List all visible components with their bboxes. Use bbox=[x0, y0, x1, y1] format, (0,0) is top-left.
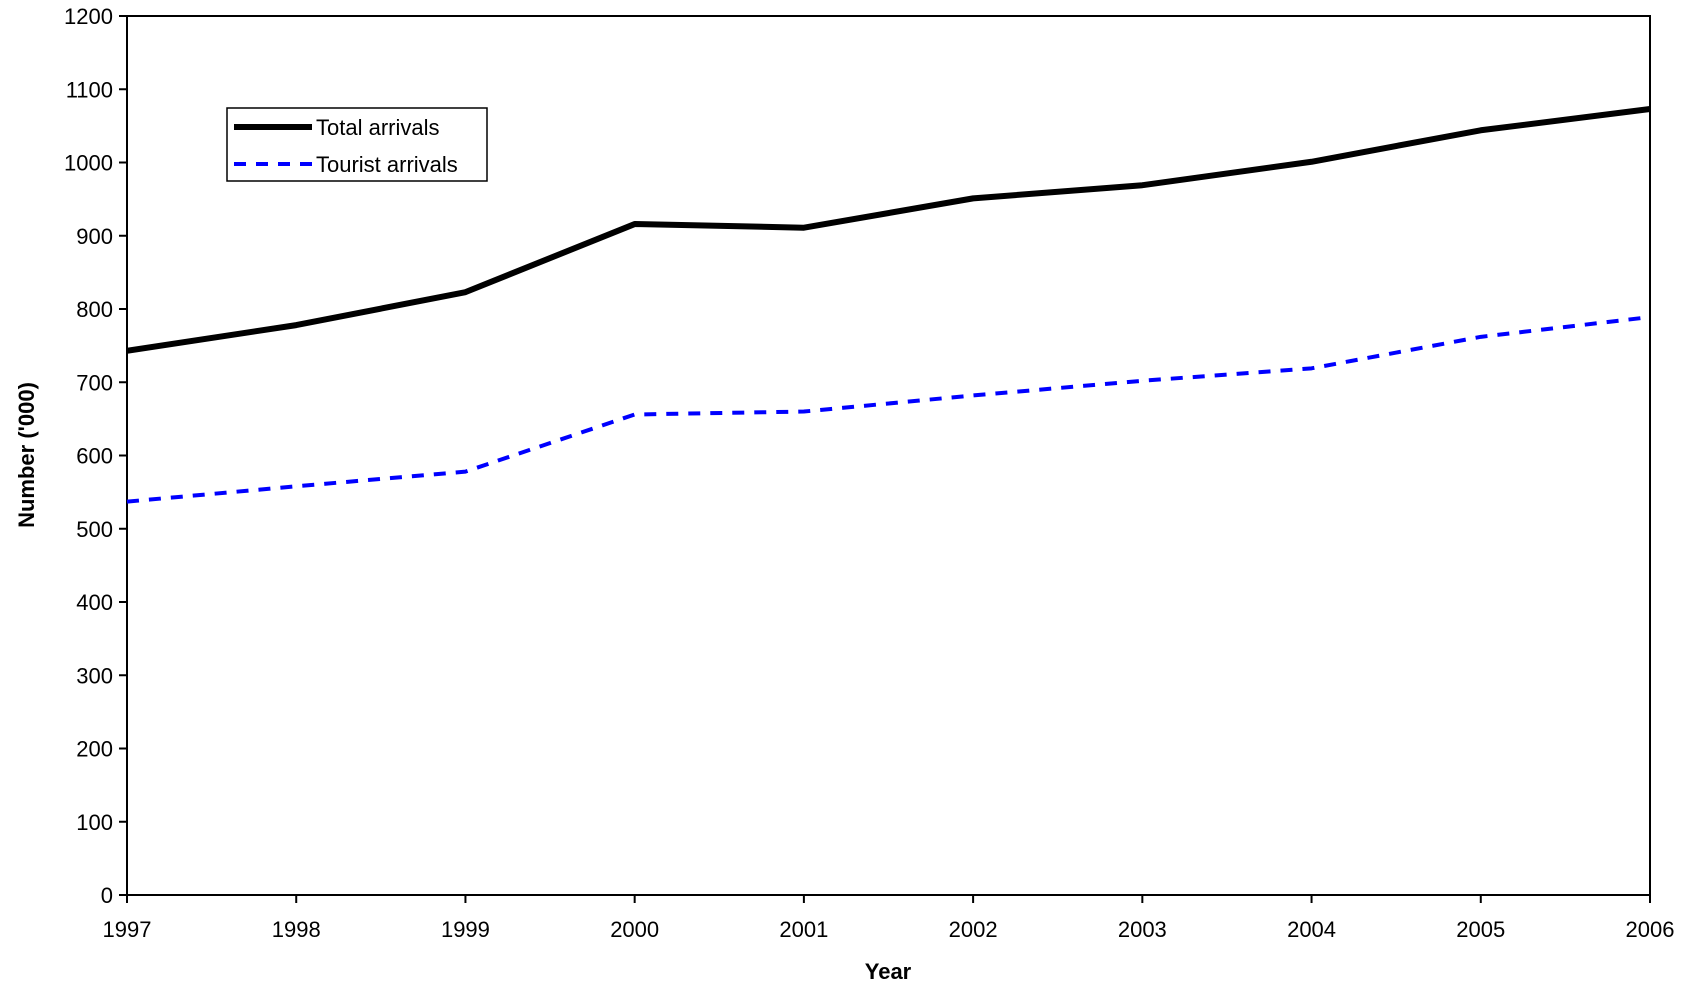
y-tick-label: 700 bbox=[76, 370, 113, 395]
legend-label-tourist-arrivals: Tourist arrivals bbox=[316, 152, 458, 177]
x-axis: 1997 1998 1999 2000 2001 2002 2003 2004 2005 2006 bbox=[103, 895, 1675, 942]
y-tick-label: 400 bbox=[76, 590, 113, 615]
legend-box bbox=[226, 107, 488, 182]
y-tick-label: 0 bbox=[101, 883, 113, 908]
y-tick-label: 600 bbox=[76, 444, 113, 469]
x-tick-label: 2005 bbox=[1456, 917, 1505, 942]
series-layer bbox=[126, 106, 1651, 504]
y-tick-label: 800 bbox=[76, 297, 113, 322]
y-tick-label: 500 bbox=[76, 517, 113, 542]
y-tick-label: 1200 bbox=[64, 4, 113, 29]
legend: Total arrivals Tourist arrivals bbox=[226, 107, 488, 182]
x-tick-label: 2004 bbox=[1287, 917, 1336, 942]
y-tick-label: 300 bbox=[76, 663, 113, 688]
x-tick-label: 1999 bbox=[441, 917, 490, 942]
x-tick-label: 2001 bbox=[779, 917, 828, 942]
y-axis: 0 100 200 300 400 500 600 700 800 900 1000 1100 1200 bbox=[64, 4, 127, 908]
y-tick-label: 900 bbox=[76, 224, 113, 249]
y-axis-title: Number ('000) bbox=[14, 382, 39, 528]
x-tick-label: 2002 bbox=[949, 917, 998, 942]
x-tick-label: 2006 bbox=[1626, 917, 1675, 942]
x-tick-label: 2000 bbox=[610, 917, 659, 942]
y-tick-label: 200 bbox=[76, 737, 113, 762]
x-tick-label: 1997 bbox=[103, 917, 152, 942]
y-tick-label: 1000 bbox=[64, 151, 113, 176]
x-axis-title: Year bbox=[865, 959, 912, 984]
x-tick-label: 1998 bbox=[272, 917, 321, 942]
x-tick-label: 2003 bbox=[1118, 917, 1167, 942]
legend-label-total-arrivals: Total arrivals bbox=[316, 115, 439, 140]
series-line-tourist-arrivals bbox=[126, 315, 1651, 504]
y-tick-label: 1100 bbox=[66, 77, 113, 102]
y-tick-label: 100 bbox=[76, 810, 113, 835]
series-line-total-arrivals bbox=[126, 106, 1651, 354]
